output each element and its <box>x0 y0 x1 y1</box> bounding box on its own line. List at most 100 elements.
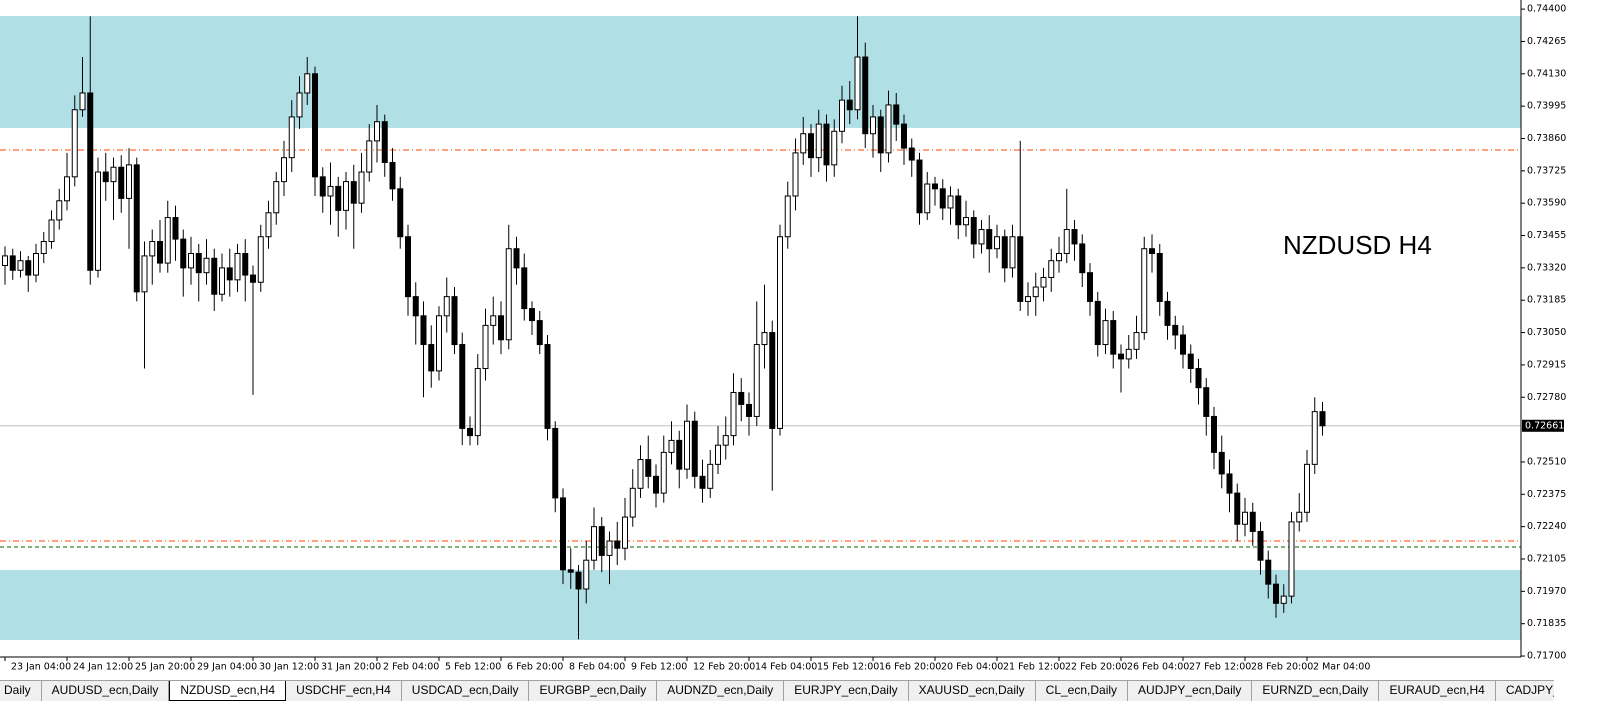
candle-body <box>978 229 985 245</box>
candle-body <box>95 171 101 271</box>
candle-body <box>1079 243 1086 274</box>
candle-body <box>234 253 241 281</box>
candle-body <box>1118 353 1124 360</box>
x-tick-label: 21 Feb 12:00 <box>1003 662 1065 673</box>
candle-body <box>304 73 311 94</box>
candle-body <box>924 183 931 214</box>
tab[interactable]: NZDUSD_ecn,H4 <box>169 681 287 701</box>
candle-body <box>1032 286 1039 298</box>
candle-body <box>1040 276 1047 288</box>
candle-body <box>296 92 303 118</box>
candle-body <box>808 133 814 159</box>
tab-bar: Daily AUDUSD_ecn,Daily NZDUSD_ecn,H4 USDCHF… <box>0 680 1554 701</box>
candle-body <box>335 185 342 211</box>
candle-body <box>203 257 210 274</box>
candle-body <box>180 238 187 269</box>
candle-body <box>428 344 435 372</box>
candle-body <box>691 420 698 477</box>
candle-body <box>614 540 621 549</box>
candle-body <box>1265 559 1272 585</box>
candle-body <box>172 217 179 240</box>
y-tick-label: 0.71970 <box>1527 586 1566 597</box>
candle-body <box>970 217 977 245</box>
tab[interactable]: EURJPY_ecn,Daily <box>784 681 909 701</box>
tab[interactable]: AUDJPY_ecn,Daily <box>1128 681 1253 701</box>
candle-body <box>288 116 295 159</box>
tab[interactable]: USDCAD_ecn,Daily <box>402 681 530 701</box>
y-tick-label: 0.73995 <box>1527 101 1566 112</box>
candle-body <box>350 181 357 204</box>
y-tick-label: 0.73320 <box>1527 262 1566 273</box>
candle-body <box>211 257 218 295</box>
candle-body <box>436 315 442 372</box>
candle-body <box>164 217 171 264</box>
candle-body <box>490 315 497 326</box>
tab[interactable]: XAUUSD_ecn,Daily <box>909 681 1036 701</box>
candle-body <box>901 123 907 149</box>
candle-body <box>56 200 63 221</box>
candle-body <box>474 368 481 437</box>
x-tick-label: 23 Jan 04:00 <box>11 662 71 673</box>
candle-body <box>405 236 411 298</box>
y-tick-label: 0.72915 <box>1527 359 1566 370</box>
tab[interactable]: Daily <box>0 681 42 701</box>
candle-body <box>451 296 458 346</box>
candle-body <box>374 121 380 142</box>
candle-body <box>552 427 559 499</box>
candle-body <box>102 171 109 183</box>
candle-body <box>792 152 799 197</box>
candle-body <box>529 308 535 322</box>
candle-body <box>676 439 683 470</box>
tab[interactable]: CADJPY_ecn,Daily <box>1496 681 1554 701</box>
candle-body <box>110 166 117 183</box>
chart-annotation: NZDUSD H4 <box>1283 230 1432 260</box>
candle-body <box>343 181 349 211</box>
candle-body <box>536 320 543 346</box>
candle-body <box>738 391 745 405</box>
candle-body <box>1071 229 1078 245</box>
candle-body <box>722 435 729 446</box>
candle-body <box>250 274 256 283</box>
candle-body <box>498 315 504 341</box>
candle-body <box>48 219 55 243</box>
candle-body <box>1203 387 1210 417</box>
tab[interactable]: EURNZD_ecn,Daily <box>1252 681 1380 701</box>
candle-body <box>87 92 94 271</box>
candle-body <box>567 569 574 573</box>
candle-body <box>319 176 326 197</box>
y-tick-label: 0.74400 <box>1527 4 1566 15</box>
y-tick-label: 0.73860 <box>1527 133 1566 144</box>
y-tick-label: 0.72780 <box>1527 392 1566 403</box>
candle-body <box>908 147 915 161</box>
candle-body <box>1226 473 1233 494</box>
tab[interactable]: EURGBP_ecn,Daily <box>529 681 658 701</box>
candle-body <box>381 121 388 163</box>
candles <box>2 16 1326 640</box>
zone <box>0 16 1521 128</box>
candle-body <box>1249 511 1256 532</box>
x-tick-label: 20 Feb 04:00 <box>941 662 1003 673</box>
candle-body <box>1211 415 1217 453</box>
candle-body <box>1048 260 1055 278</box>
tab[interactable]: CL_ecn,Daily <box>1036 681 1129 701</box>
candle-body <box>40 241 47 255</box>
candle-body <box>1056 253 1062 262</box>
candle-body <box>1141 248 1148 334</box>
tab[interactable]: AUDNZD_ecn,Daily <box>657 681 785 701</box>
candle-body <box>769 332 776 429</box>
tab[interactable]: EURAUD_ecn,H4 <box>1379 681 1496 701</box>
candle-body <box>420 315 427 346</box>
candle-body <box>389 161 396 190</box>
candle-body <box>467 427 473 437</box>
candle-body <box>358 171 365 204</box>
candle-body <box>327 185 334 197</box>
x-tick-label: 30 Jan 12:00 <box>259 662 319 673</box>
candle-body <box>1172 324 1179 336</box>
y-tick-label: 0.74130 <box>1527 68 1566 79</box>
candle-body <box>505 248 512 341</box>
tab[interactable]: AUDUSD_ecn,Daily <box>42 681 170 701</box>
candle-body <box>1311 411 1318 465</box>
x-tick-label: 27 Feb 12:00 <box>1189 662 1251 673</box>
tab[interactable]: USDCHF_ecn,H4 <box>286 681 402 701</box>
candle-body <box>1296 511 1303 523</box>
